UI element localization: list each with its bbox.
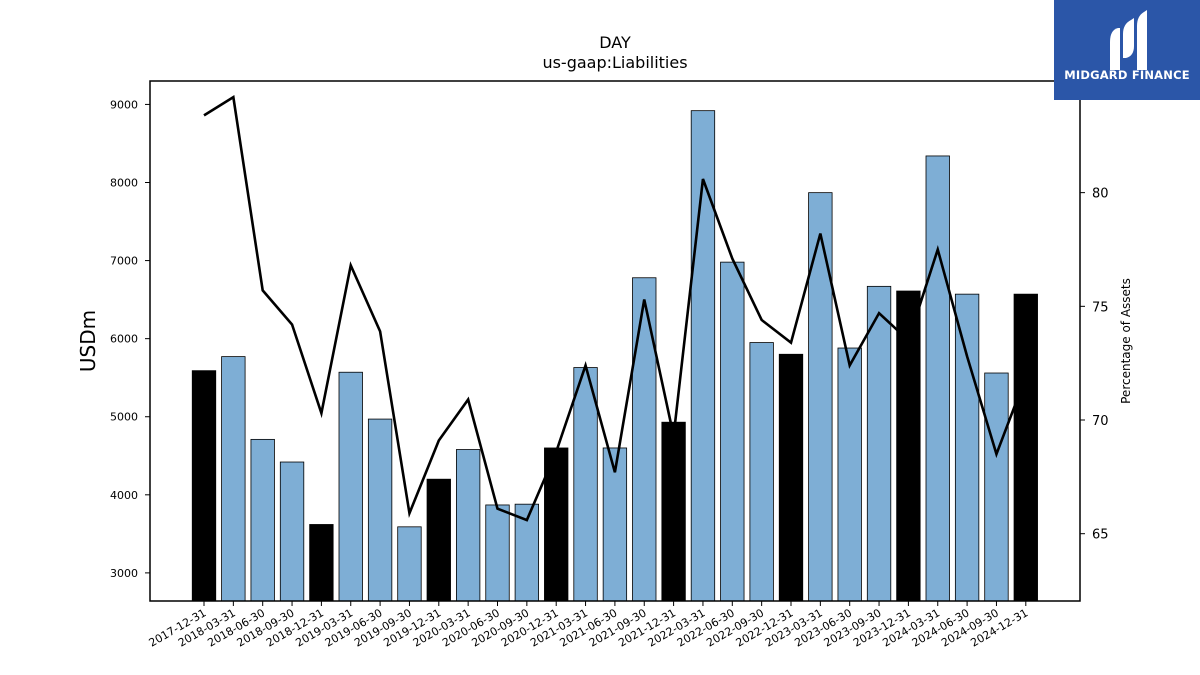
bar-2023-06-30	[837, 347, 862, 602]
bar-2018-12-31	[309, 524, 334, 602]
bar-2021-09-30	[632, 277, 657, 602]
y-tick-label: 3000	[110, 567, 138, 580]
left-axis: 3000 4000 5000 6000 7000 8000 9000	[110, 98, 150, 580]
bar-2018-03-31	[221, 356, 246, 602]
bar-2021-03-31	[573, 367, 598, 602]
chart-title: DAY	[599, 33, 631, 52]
x-axis: 2017-12-312018-03-312018-06-302018-09-30…	[147, 601, 1030, 650]
bar-2023-03-31	[808, 192, 833, 602]
midgard-finance-logo: MIDGARD FINANCE	[1054, 0, 1200, 100]
y-tick-label: 7000	[110, 255, 138, 268]
y2-axis-label: Percentage of Assets	[1119, 278, 1133, 404]
y-tick-label: 8000	[110, 177, 138, 190]
bar-series	[191, 110, 1038, 602]
bar-2024-12-31	[1013, 293, 1038, 602]
bar-2022-09-30	[749, 342, 774, 602]
midgard-m-logo-icon	[1110, 10, 1147, 70]
y2-tick-label: 75	[1092, 300, 1109, 315]
y2-tick-label: 80	[1092, 187, 1109, 202]
chart-subtitle: us-gaap:Liabilities	[542, 53, 687, 72]
y-tick-label: 4000	[110, 489, 138, 502]
bar-2017-12-31	[191, 370, 217, 602]
percentage-line	[203, 95, 1028, 522]
bar-2019-12-31	[426, 478, 451, 602]
y2-tick-label: 65	[1092, 528, 1109, 543]
line-series	[203, 95, 1028, 522]
bar-2019-09-30	[397, 526, 422, 602]
y-axis-label: USDm	[76, 310, 100, 372]
right-axis: 65 70 75 80	[1080, 187, 1109, 543]
bar-2018-09-30	[279, 461, 305, 602]
bar-2024-09-30	[984, 372, 1009, 602]
y-tick-label: 9000	[110, 98, 138, 111]
y2-tick-label: 70	[1092, 414, 1109, 429]
bar-2018-06-30	[250, 438, 275, 602]
bar-2022-06-30	[720, 261, 745, 602]
bar-2020-03-31	[455, 449, 481, 602]
bar-2024-03-31	[925, 155, 950, 602]
bar-2023-09-30	[866, 285, 892, 602]
bar-2019-06-30	[367, 418, 393, 602]
bar-2020-06-30	[485, 504, 510, 602]
brand-name: MIDGARD FINANCE	[1064, 68, 1190, 82]
bar-2019-03-31	[338, 371, 363, 602]
y-tick-label: 6000	[110, 333, 138, 346]
y-tick-label: 5000	[110, 411, 138, 424]
bar-2021-12-31	[661, 421, 686, 602]
bar-2022-12-31	[778, 353, 804, 602]
bar-2024-06-30	[954, 293, 980, 602]
